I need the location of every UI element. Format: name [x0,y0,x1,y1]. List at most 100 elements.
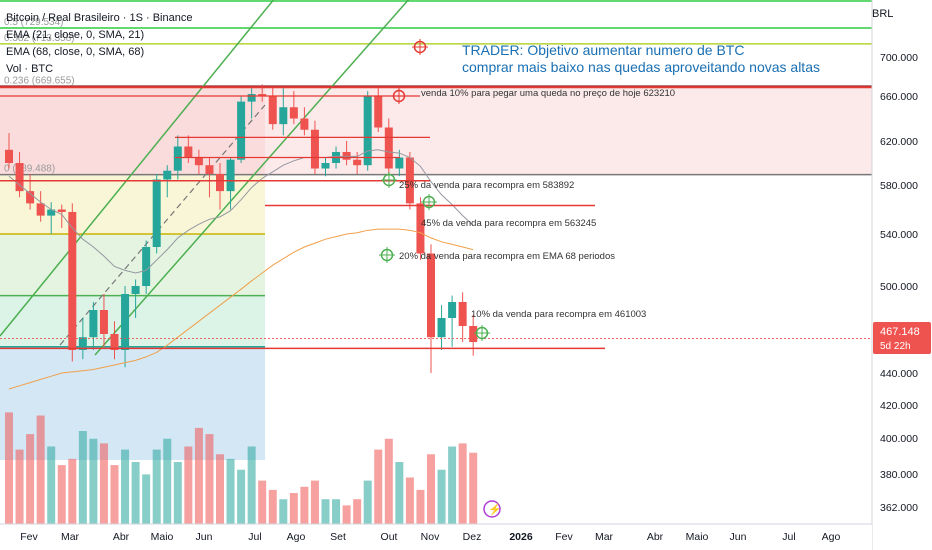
time-tick-label: 2026 [509,531,533,543]
volume-bar [173,462,182,524]
target-markers [379,39,490,341]
price-tick-label: 420.000 [880,400,918,412]
price-tick-label: 660.000 [880,91,918,103]
candle-body [68,211,77,350]
fib-zone-red [0,86,265,175]
annotation-text: 25% da venda para recompra em 583892 [399,180,574,191]
time-tick-label: Jun [196,531,213,543]
event-icon: ⚡ [483,500,502,518]
target-marker [421,194,437,210]
time-tick-label: Abr [113,531,130,543]
volume-bar [268,489,277,524]
volume-bar [205,434,214,524]
candle-body [89,310,98,338]
current-price-tag: 467.148 5d 22h [873,322,931,354]
time-tick-label: Jun [730,531,747,543]
volume-bar [78,431,87,524]
volume-bar [289,493,298,524]
candle-body [36,203,45,216]
target-marker [474,325,490,341]
candle-body [258,94,267,96]
time-tick-label: Dez [463,531,482,543]
candle-body [321,163,330,169]
volume-bar [26,434,35,524]
volume-bar [68,458,77,524]
time-tick-label: Mar [61,531,80,543]
volume-bar [384,438,393,524]
volume-bar [99,443,108,524]
candle-body [353,159,362,166]
time-tick-label: Fev [20,531,38,543]
svg-text:⚡: ⚡ [488,503,502,516]
candle-body [121,294,130,350]
candle-body [268,96,277,125]
time-tick-label: Jul [248,531,261,543]
ema68-line [8,228,474,390]
time-tick-label: Ago [822,531,841,543]
volume-bar [184,446,193,524]
candle-body [374,96,383,128]
volume-bar [437,469,446,524]
target-marker [381,172,397,188]
price-tick-label: 580.000 [880,180,918,192]
volume-bar [363,480,372,524]
candle-body [216,174,224,192]
ema68-legend: EMA (68, close, 0, SMA, 68) [6,46,145,58]
time-tick-label: Nov [421,531,440,543]
price-tick-label: 362.000 [880,502,918,514]
fib-level-label: 0.236 (669.655) [4,76,75,87]
price-tick-label: 500.000 [880,281,918,293]
volume-bar [121,449,130,524]
channel-lower-line [94,0,410,356]
volume-bar [5,412,13,524]
time-tick-label: Mar [595,531,614,543]
candle-body [142,247,151,286]
currency-selector[interactable]: BRL [872,8,894,20]
time-axis-bg [0,524,872,550]
candle-body [205,165,214,174]
volume-bar [110,465,119,524]
target-marker [391,88,407,104]
trend-channel [0,0,410,356]
candle-body [226,159,235,192]
volume-bar [237,469,246,524]
volume-bar [131,462,140,524]
volume-bar [310,480,319,524]
time-tick-label: Maio [151,531,174,543]
candle-body [427,253,435,338]
candle-body [152,179,161,247]
volume-bar [416,489,425,524]
volume-bar [342,505,351,524]
time-tick-label: Out [381,531,398,543]
candle-body [78,337,87,350]
candle-body [279,107,288,125]
fib-zone-teal [0,295,265,347]
price-tick-label: 400.000 [880,433,918,445]
annotation-text: 45% da venda para recompra em 563245 [421,218,596,229]
volume-legend: Vol · BTC [6,63,54,75]
volume-bar [427,454,435,524]
candle-countdown: 5d 22h [880,341,911,352]
time-tick-label: Set [330,531,346,543]
candle-body [342,152,351,160]
volume-bar [332,499,341,524]
volume-bar [163,438,172,524]
candle-body [184,146,193,158]
annotation-text: 10% da venda para recompra em 461003 [471,309,646,320]
candle-body [99,310,108,334]
time-tick-label: Fev [555,531,573,543]
target-marker [412,39,428,55]
horizontal-lines [0,86,872,350]
volume-bar [226,458,235,524]
candle-body [458,302,467,326]
candle-body [448,302,457,318]
candle-body [15,163,24,192]
candle-body [26,191,35,204]
volume-bar [300,486,309,524]
candle-body [395,157,404,169]
price-tick-label: 700.000 [880,52,918,64]
volume-bar [15,449,24,524]
candle-body [57,209,66,212]
